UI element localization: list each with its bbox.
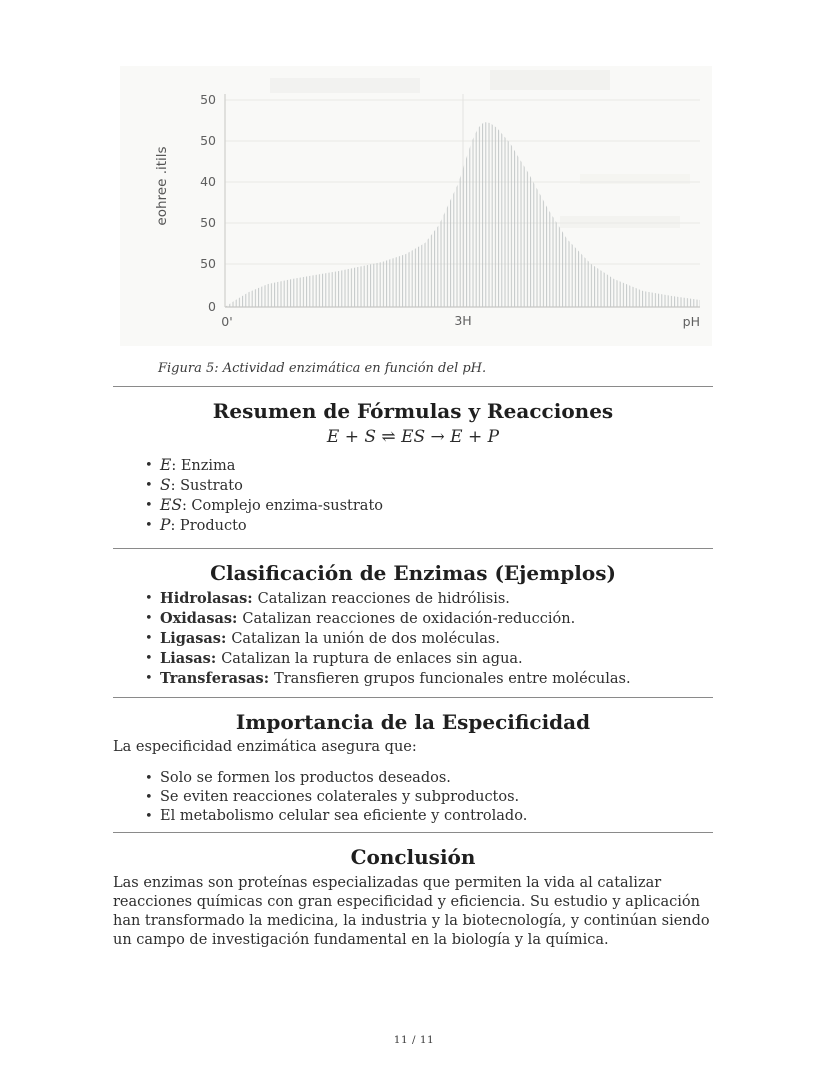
list-item-text: Solo se formen los productos deseados. — [160, 770, 451, 786]
scan-smudge — [270, 78, 420, 93]
term: S — [160, 476, 171, 494]
list-item: • Transferasas: Transfieren grupos funcion… — [145, 669, 713, 689]
term: ES — [160, 496, 182, 514]
term-description: Transfieren grupos funcionales entre mol… — [274, 671, 631, 687]
list-item: • Solo se formen los productos deseados. — [145, 769, 713, 788]
bullet-icon: • — [145, 611, 153, 626]
list-item: • El metabolismo celular sea eficiente y … — [145, 807, 713, 826]
list-item: • Ligasas: Catalizan la unión de dos moléc… — [145, 629, 713, 649]
especificidad-intro: La especificidad enzimática asegura que: — [113, 739, 417, 755]
term-description: : Enzima — [171, 458, 236, 474]
enzyme-classes-list: • Hidrolasas: Catalizan reacciones de hidr… — [113, 589, 713, 689]
figure-ph-activity-chart: 50 50 40 50 50 0 eohree .itils 0' 3H pH — [120, 66, 712, 346]
bullet-icon: • — [145, 591, 153, 606]
section-title-especificidad: Importancia de la Especificidad — [235, 710, 591, 734]
term-description: Catalizan la ruptura de enlaces sin agua… — [221, 651, 523, 667]
list-item: • Liasas: Catalizan la ruptura de enlaces … — [145, 649, 713, 669]
section-divider — [113, 697, 713, 698]
bullet-icon: • — [145, 809, 153, 824]
figure-caption: Figura 5: Actividad enzimática en funció… — [158, 361, 487, 376]
section-title-clasificacion: Clasificación de Enzimas (Ejemplos) — [210, 561, 616, 585]
term: E — [160, 456, 172, 474]
section-divider — [113, 548, 713, 549]
bullet-icon: • — [145, 631, 153, 646]
term-description: : Sustrato — [170, 478, 243, 494]
term-description: Catalizan reacciones de oxidación-reducc… — [242, 611, 576, 627]
term: Transferasas: — [160, 670, 270, 687]
list-item: • S: Sustrato — [145, 476, 713, 496]
y-tick: 40 — [200, 174, 216, 189]
scan-smudge — [560, 216, 680, 228]
section-title-formulas: Resumen de Fórmulas y Reacciones — [212, 399, 614, 423]
y-tick: 0 — [208, 299, 216, 314]
bullet-icon: • — [145, 790, 153, 805]
term-description: : Producto — [170, 518, 247, 534]
activity-bell-curve — [225, 122, 700, 307]
list-item-text: Se eviten reacciones colaterales y subpr… — [160, 789, 520, 805]
conclusion-paragraph: Las enzimas son proteínas especializadas… — [113, 875, 710, 948]
list-item: • Hidrolasas: Catalizan reacciones de hidr… — [145, 589, 713, 609]
list-item: • ES: Complejo enzima-sustrato — [145, 496, 713, 516]
list-item: • Se eviten reacciones colaterales y subp… — [145, 788, 713, 807]
reaction-formula: E + S ⇌ ES → E + P — [326, 427, 500, 447]
list-item-text: El metabolismo celular sea eficiente y c… — [160, 808, 528, 824]
list-item: • P: Producto — [145, 516, 713, 536]
y-tick: 50 — [200, 133, 216, 148]
bullet-icon: • — [145, 498, 153, 513]
x-tick: 0' — [221, 314, 232, 329]
section-divider — [113, 386, 713, 387]
x-tick-labels: 0' 3H pH — [221, 313, 700, 329]
term-description: Catalizan la unión de dos moléculas. — [231, 631, 500, 647]
section-divider — [113, 832, 713, 833]
y-tick: 50 — [200, 92, 216, 107]
bullet-icon: • — [145, 478, 153, 493]
scan-smudge — [490, 70, 610, 90]
y-tick: 50 — [200, 256, 216, 271]
enzyme-activity-ph-chart: 50 50 40 50 50 0 eohree .itils 0' 3H pH — [120, 66, 712, 346]
x-tick: pH — [683, 314, 700, 329]
x-tick: 3H — [454, 313, 471, 328]
especificidad-list: • Solo se formen los productos deseados. … — [113, 769, 713, 826]
term-description: : Complejo enzima-sustrato — [181, 498, 384, 514]
y-axis-label: eohree .itils — [154, 146, 170, 225]
list-item: • Oxidasas: Catalizan reacciones de oxidac… — [145, 609, 713, 629]
bullet-icon: • — [145, 518, 153, 533]
section-title-conclusion: Conclusión — [350, 845, 476, 869]
bullet-icon: • — [145, 458, 153, 473]
term-description: Catalizan reacciones de hidrólisis. — [257, 591, 510, 607]
y-tick-labels: 50 50 40 50 50 0 — [200, 92, 216, 314]
bullet-icon: • — [145, 771, 153, 786]
formula-terms-list: • E: Enzima • S: Sustrato • ES: Complejo en… — [113, 456, 713, 536]
page-number: 11 / 11 — [393, 1034, 435, 1046]
term: Ligasas: — [160, 630, 227, 647]
bullet-icon: • — [145, 671, 153, 686]
scan-smudge — [580, 174, 690, 184]
content-column: 50 50 40 50 50 0 eohree .itils 0' 3H pH … — [113, 0, 713, 950]
list-item: • E: Enzima — [145, 456, 713, 476]
term: Oxidasas: — [160, 610, 238, 627]
bullet-icon: • — [145, 651, 153, 666]
y-tick: 50 — [200, 215, 216, 230]
term: P — [160, 516, 171, 534]
term: Liasas: — [160, 650, 217, 667]
term: Hidrolasas: — [160, 590, 253, 607]
